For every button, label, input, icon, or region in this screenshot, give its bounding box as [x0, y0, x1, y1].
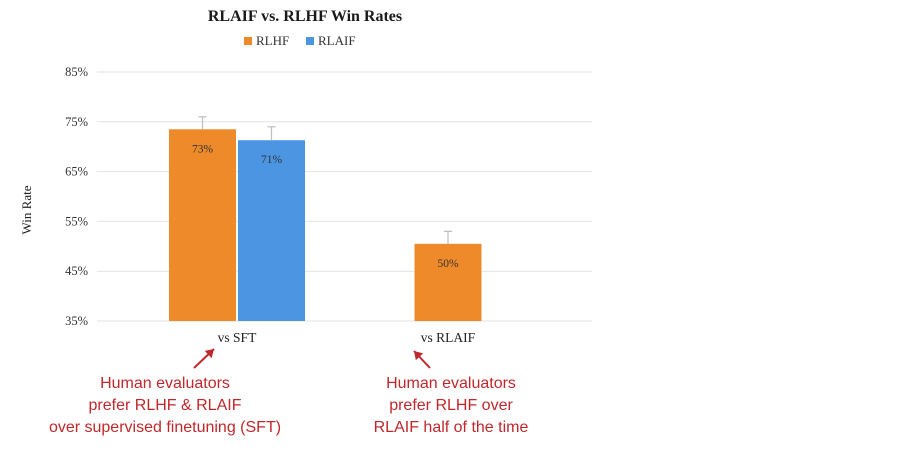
y-tick-label: 65% — [65, 165, 88, 179]
error-bars — [198, 116, 452, 244]
data-label-rlhf-1: 50% — [437, 258, 459, 270]
chart-title: RLAIF vs. RLHF Win Rates — [208, 8, 402, 25]
annotation-text-line-0-2: over supervised finetuning (SFT) — [49, 419, 281, 436]
category-labels: vs SFT vs RLAIF — [218, 330, 476, 345]
category-label-1: vs RLAIF — [421, 330, 476, 345]
y-tick-label: 85% — [65, 65, 88, 79]
legend: RLHF RLAIF — [244, 33, 356, 48]
y-axis-ticks: 35% 45% 55% 65% 75% 85% — [65, 65, 88, 328]
bar-rlhf-1 — [414, 243, 482, 321]
annotations: Human evaluators prefer RLHF & RLAIF over … — [49, 348, 529, 436]
category-label-0: vs SFT — [218, 330, 257, 345]
legend-swatch-rlaif — [306, 37, 314, 45]
annotation-text-line-0-0: Human evaluators — [100, 375, 230, 392]
data-labels: 73% 71% 50% — [192, 143, 459, 270]
y-tick-label: 45% — [65, 264, 88, 278]
y-axis-title: Win Rate — [19, 185, 34, 234]
legend-label-rlhf: RLHF — [256, 33, 289, 48]
annotation-text-line-1-1: prefer RLHF over — [389, 397, 513, 414]
data-label-rlhf-0: 73% — [192, 143, 214, 155]
annotation-arrowhead-1 — [414, 351, 424, 361]
bar-rlhf-0 — [169, 129, 236, 321]
bars — [169, 129, 482, 321]
bar-rlaif-0 — [238, 140, 305, 321]
annotation-text-line-1-0: Human evaluators — [386, 375, 516, 392]
legend-label-rlaif: RLAIF — [318, 33, 356, 48]
legend-swatch-rlhf — [244, 37, 252, 45]
annotation-arrowhead-0 — [204, 349, 214, 359]
annotation-text-line-1-2: RLAIF half of the time — [374, 419, 529, 436]
annotation-text-line-0-1: prefer RLHF & RLAIF — [89, 397, 242, 414]
y-tick-label: 35% — [65, 314, 88, 328]
data-label-rlaif-0: 71% — [261, 154, 283, 166]
y-tick-label: 55% — [65, 214, 88, 228]
y-tick-label: 75% — [65, 115, 88, 129]
